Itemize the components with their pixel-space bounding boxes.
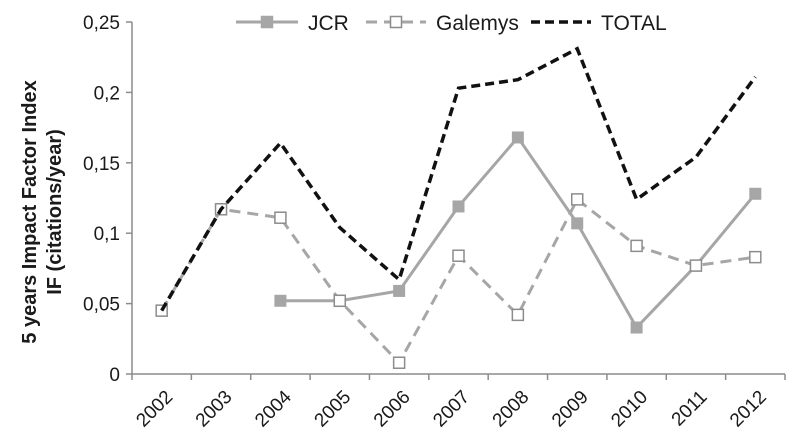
data-point bbox=[452, 249, 465, 262]
x-tick-label: 2009 bbox=[548, 387, 593, 432]
series-total bbox=[160, 46, 757, 312]
legend-swatch-marker bbox=[260, 15, 274, 29]
series-layer bbox=[155, 46, 762, 369]
data-point bbox=[333, 294, 347, 308]
data-point bbox=[452, 200, 465, 213]
x-tick-label: 2012 bbox=[726, 387, 771, 432]
x-tick-label: 2008 bbox=[489, 387, 534, 432]
x-tick-label: 2003 bbox=[192, 387, 237, 432]
data-point bbox=[749, 250, 762, 264]
y-tick-label: 0,15 bbox=[83, 154, 120, 175]
data-point bbox=[570, 193, 584, 206]
axes: 0 0,05 0,1 0,15 0,2 0,25 2002 2003 2004 2005 2006 2… bbox=[83, 13, 786, 432]
x-tick-label: 2004 bbox=[251, 386, 296, 431]
y-tick-label: 0,2 bbox=[94, 83, 120, 104]
series-line-galemys bbox=[160, 197, 756, 366]
data-point bbox=[749, 187, 762, 200]
data-point bbox=[511, 131, 524, 144]
data-point bbox=[630, 321, 643, 334]
series-galemys bbox=[155, 193, 762, 369]
y-tick-label: 0,25 bbox=[83, 13, 120, 34]
x-tick-label: 2010 bbox=[607, 387, 652, 432]
data-point bbox=[274, 211, 287, 224]
series-line-jcr bbox=[280, 135, 757, 331]
legend-swatch-marker bbox=[389, 15, 403, 29]
legend-label: TOTAL bbox=[601, 12, 667, 35]
x-tick-label: 2005 bbox=[311, 387, 356, 432]
legend-item-total: TOTAL bbox=[531, 12, 667, 35]
y-tick-label: 0,05 bbox=[83, 295, 120, 316]
legend-item-jcr: JCR bbox=[236, 12, 349, 35]
y-axis-title: 5 years Impact Factor Index IF (citation… bbox=[19, 80, 66, 343]
legend: JCR Galemys TOTAL bbox=[236, 12, 667, 35]
legend-label: JCR bbox=[308, 12, 349, 35]
y-tick-label: 0,1 bbox=[94, 224, 120, 245]
data-point bbox=[392, 356, 406, 369]
y-axis-title-line-2: IF (citations/year) bbox=[44, 129, 66, 295]
data-point bbox=[689, 259, 703, 272]
data-point bbox=[571, 217, 584, 230]
data-point bbox=[630, 239, 643, 253]
data-point bbox=[393, 284, 406, 297]
x-tick-label: 2006 bbox=[370, 387, 415, 432]
x-tick-label: 2011 bbox=[668, 387, 712, 431]
y-tick-label: 0 bbox=[109, 365, 120, 386]
series-line-total bbox=[160, 46, 757, 312]
x-tick-label: 2002 bbox=[132, 387, 177, 432]
y-axis-title-line-1: 5 years Impact Factor Index bbox=[19, 80, 41, 343]
legend-item-galemys: Galemys bbox=[366, 12, 519, 35]
data-point bbox=[511, 308, 525, 322]
x-tick-label: 2007 bbox=[429, 387, 474, 432]
legend-label: Galemys bbox=[436, 12, 519, 35]
data-point bbox=[274, 294, 287, 307]
